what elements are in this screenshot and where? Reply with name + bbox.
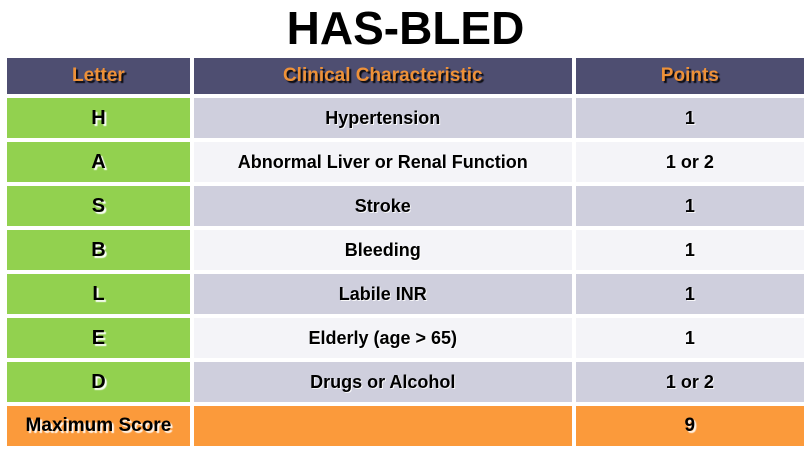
letter-cell: D	[7, 362, 190, 402]
characteristic-cell: Hypertension	[193, 98, 572, 138]
characteristic-cell: Stroke	[193, 186, 572, 226]
footer-row: Maximum Score 9	[7, 406, 804, 446]
characteristic-cell: Drugs or Alcohol	[193, 362, 572, 402]
footer-empty-cell	[193, 406, 572, 446]
letter-cell: L	[7, 274, 190, 314]
table-row: D Drugs or Alcohol 1 or 2	[7, 362, 804, 402]
points-cell: 1	[575, 98, 804, 138]
letter-cell: A	[7, 142, 190, 182]
header-row: Letter Clinical Characteristic Points	[7, 58, 804, 94]
characteristic-cell: Labile INR	[193, 274, 572, 314]
page-title: HAS-BLED	[286, 2, 525, 54]
characteristic-cell: Bleeding	[193, 230, 572, 270]
table-body: H Hypertension 1 A Abnormal Liver or Ren…	[7, 98, 804, 402]
points-cell: 1	[575, 318, 804, 358]
column-header-clinical-characteristic: Clinical Characteristic	[193, 58, 572, 94]
table-row: H Hypertension 1	[7, 98, 804, 138]
table-footer: Maximum Score 9	[7, 406, 804, 446]
table-header: Letter Clinical Characteristic Points	[7, 58, 804, 94]
column-header-points: Points	[575, 58, 804, 94]
points-cell: 1	[575, 230, 804, 270]
table-row: A Abnormal Liver or Renal Function 1 or …	[7, 142, 804, 182]
points-cell: 1 or 2	[575, 142, 804, 182]
letter-cell: E	[7, 318, 190, 358]
points-cell: 1	[575, 274, 804, 314]
table-row: L Labile INR 1	[7, 274, 804, 314]
letter-cell: B	[7, 230, 190, 270]
characteristic-cell: Abnormal Liver or Renal Function	[193, 142, 572, 182]
has-bled-table: Letter Clinical Characteristic Points H …	[3, 54, 808, 450]
maximum-score-value: 9	[575, 406, 804, 446]
table-row: S Stroke 1	[7, 186, 804, 226]
letter-cell: S	[7, 186, 190, 226]
column-header-letter: Letter	[7, 58, 190, 94]
characteristic-cell: Elderly (age > 65)	[193, 318, 572, 358]
letter-cell: H	[7, 98, 190, 138]
points-cell: 1	[575, 186, 804, 226]
maximum-score-label: Maximum Score	[7, 406, 190, 446]
points-cell: 1 or 2	[575, 362, 804, 402]
table-row: B Bleeding 1	[7, 230, 804, 270]
table-row: E Elderly (age > 65) 1	[7, 318, 804, 358]
